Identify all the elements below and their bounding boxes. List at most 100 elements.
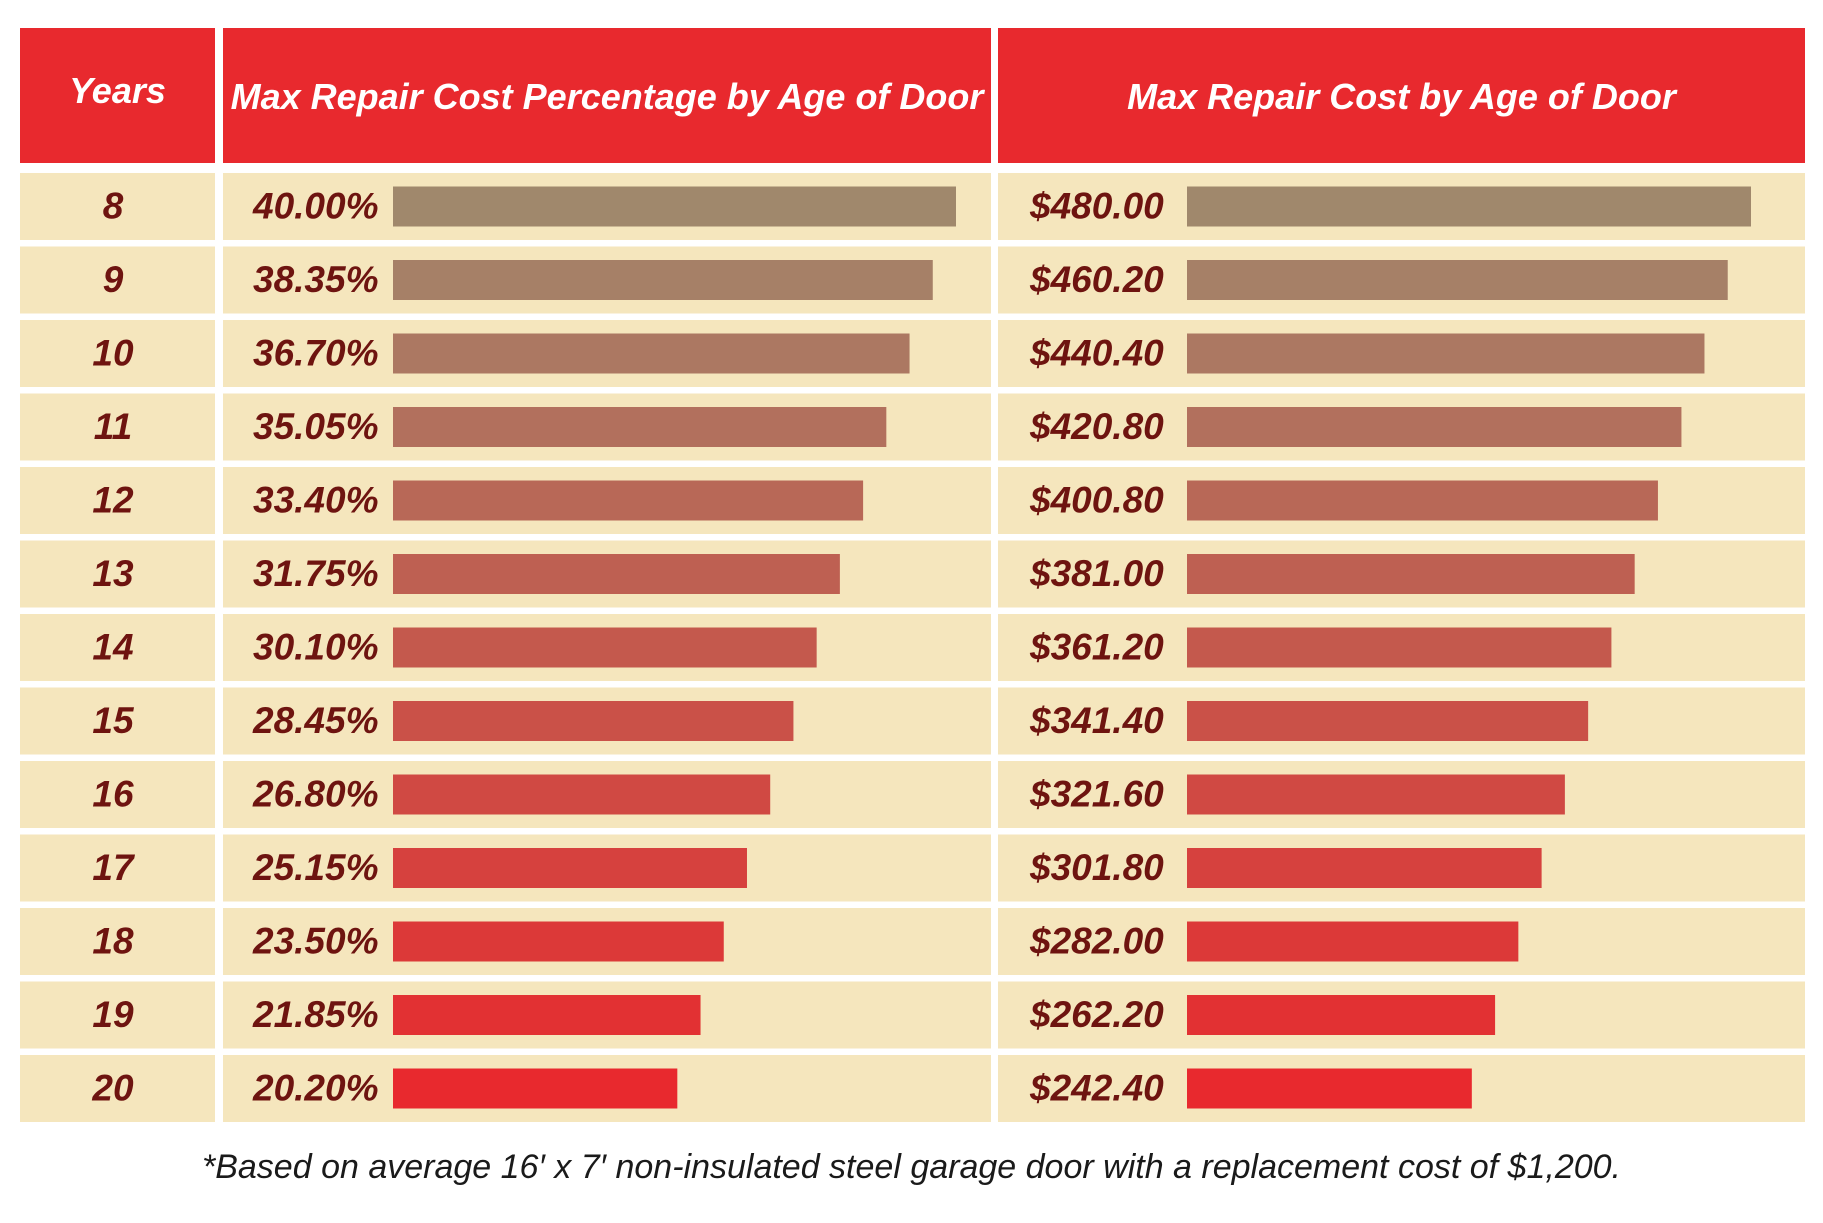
percentage-label: 38.35% [253, 259, 379, 300]
cost-label: $460.20 [1029, 259, 1164, 300]
year-label: 16 [92, 773, 134, 814]
row-cell-years [20, 761, 215, 828]
percentage-label: 23.50% [252, 920, 379, 961]
cost-bar [1187, 480, 1658, 521]
year-label: 19 [92, 994, 134, 1035]
cost-bar [1187, 260, 1728, 300]
year-label: 15 [92, 700, 135, 741]
percentage-bar [393, 554, 840, 594]
row-cell-years [20, 687, 215, 755]
year-label: 14 [92, 626, 133, 667]
year-label: 8 [103, 185, 124, 226]
row-cell-years [20, 614, 215, 681]
cost-label: $282.00 [1029, 920, 1164, 961]
percentage-bar [393, 186, 956, 227]
percentage-label: 35.05% [253, 406, 379, 447]
percentage-label: 28.45% [252, 700, 379, 741]
header-percentage-label: Max Repair Cost Percentage by Age of Doo… [231, 76, 986, 117]
percentage-label: 40.00% [252, 185, 379, 226]
cost-bar [1187, 774, 1565, 815]
cost-bar [1187, 186, 1751, 227]
row-cell-years [20, 320, 215, 387]
row-cell-years [20, 393, 215, 461]
footnote: *Based on average 16′ x 7′ non-insulated… [201, 1148, 1621, 1186]
cost-bar [1187, 627, 1612, 668]
percentage-label: 25.15% [252, 847, 379, 888]
year-label: 11 [94, 406, 132, 447]
percentage-bar [393, 407, 887, 447]
percentage-bar [393, 627, 817, 668]
row-cell-years [20, 908, 215, 975]
percentage-bar [393, 995, 701, 1035]
table-row: 19 21.85% $262.20 [20, 981, 1805, 1049]
cost-bar [1187, 921, 1519, 962]
table-row: 20 20.20% $242.40 [20, 1055, 1805, 1122]
cost-label: $242.40 [1029, 1067, 1164, 1108]
cost-label: $321.60 [1029, 773, 1164, 814]
year-label: 20 [91, 1067, 134, 1108]
year-label: 13 [92, 553, 134, 594]
row-cell-years [20, 834, 215, 902]
cost-bar [1187, 701, 1589, 741]
year-label: 10 [92, 332, 134, 373]
cost-label: $420.80 [1029, 406, 1164, 447]
cost-bar [1187, 333, 1705, 374]
row-cell-years [20, 467, 215, 534]
row-cell-years [20, 1055, 215, 1122]
cost-bar [1187, 407, 1682, 447]
table-row: 13 31.75% $381.00 [20, 540, 1805, 608]
year-label: 18 [92, 920, 134, 961]
header-cost-label: Max Repair Cost by Age of Door [1127, 76, 1678, 117]
row-cell-years [20, 981, 215, 1049]
cost-label: $361.20 [1029, 626, 1164, 667]
row-cell-years [20, 246, 215, 314]
table-row: 10 36.70% $440.40 [20, 320, 1805, 387]
table-body: 8 40.00% $480.00 9 38.35% $460.20 10 36.70% $440… [20, 173, 1805, 1122]
table-row: 11 35.05% $420.80 [20, 393, 1805, 461]
percentage-label: 36.70% [253, 332, 379, 373]
table-row: 8 40.00% $480.00 [20, 173, 1805, 240]
cost-label: $381.00 [1029, 553, 1164, 594]
table-row: 9 38.35% $460.20 [20, 246, 1805, 314]
cost-label: $262.20 [1029, 994, 1164, 1035]
percentage-bar [393, 260, 933, 300]
table-row: 18 23.50% $282.00 [20, 908, 1805, 975]
cost-bar [1187, 848, 1542, 888]
cost-label: $400.80 [1029, 479, 1164, 520]
cost-label: $480.00 [1029, 185, 1164, 226]
percentage-bar [393, 333, 910, 374]
percentage-bar [393, 921, 724, 962]
percentage-label: 30.10% [253, 626, 379, 667]
table-row: 17 25.15% $301.80 [20, 834, 1805, 902]
cost-label: $440.40 [1029, 332, 1164, 373]
table-row: 16 26.80% $321.60 [20, 761, 1805, 828]
percentage-label: 20.20% [252, 1067, 379, 1108]
percentage-bar [393, 848, 747, 888]
table-row: 15 28.45% $341.40 [20, 687, 1805, 755]
percentage-bar [393, 774, 771, 815]
percentage-bar [393, 480, 864, 521]
cost-label: $341.40 [1029, 700, 1164, 741]
percentage-label: 33.40% [253, 479, 379, 520]
cost-bar [1187, 554, 1635, 594]
percentage-bar [393, 1068, 678, 1109]
row-cell-years [20, 173, 215, 240]
row-cell-years [20, 540, 215, 608]
table-row: 14 30.10% $361.20 [20, 614, 1805, 681]
year-label: 17 [92, 847, 136, 888]
table-row: 12 33.40% $400.80 [20, 467, 1805, 534]
header-cost-cell [998, 28, 1805, 163]
cost-bar [1187, 1068, 1472, 1109]
year-label: 12 [92, 479, 134, 520]
year-label: 9 [103, 259, 124, 300]
cost-bar [1187, 995, 1496, 1035]
cost-label: $301.80 [1029, 847, 1164, 888]
header-years-label: Years [69, 70, 166, 111]
percentage-label: 26.80% [252, 773, 379, 814]
percentage-label: 21.85% [252, 994, 379, 1035]
percentage-bar [393, 701, 794, 741]
table-header: Years Max Repair Cost Percentage by Age o… [20, 28, 1805, 163]
percentage-label: 31.75% [253, 553, 379, 594]
header-percentage-cell [223, 28, 991, 163]
